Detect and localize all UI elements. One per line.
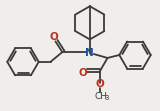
Text: 3: 3 [104, 95, 109, 101]
Text: O: O [95, 79, 104, 89]
Text: CH: CH [94, 92, 107, 101]
Text: O: O [49, 32, 58, 43]
Text: N: N [85, 48, 94, 58]
Text: O: O [79, 68, 87, 78]
